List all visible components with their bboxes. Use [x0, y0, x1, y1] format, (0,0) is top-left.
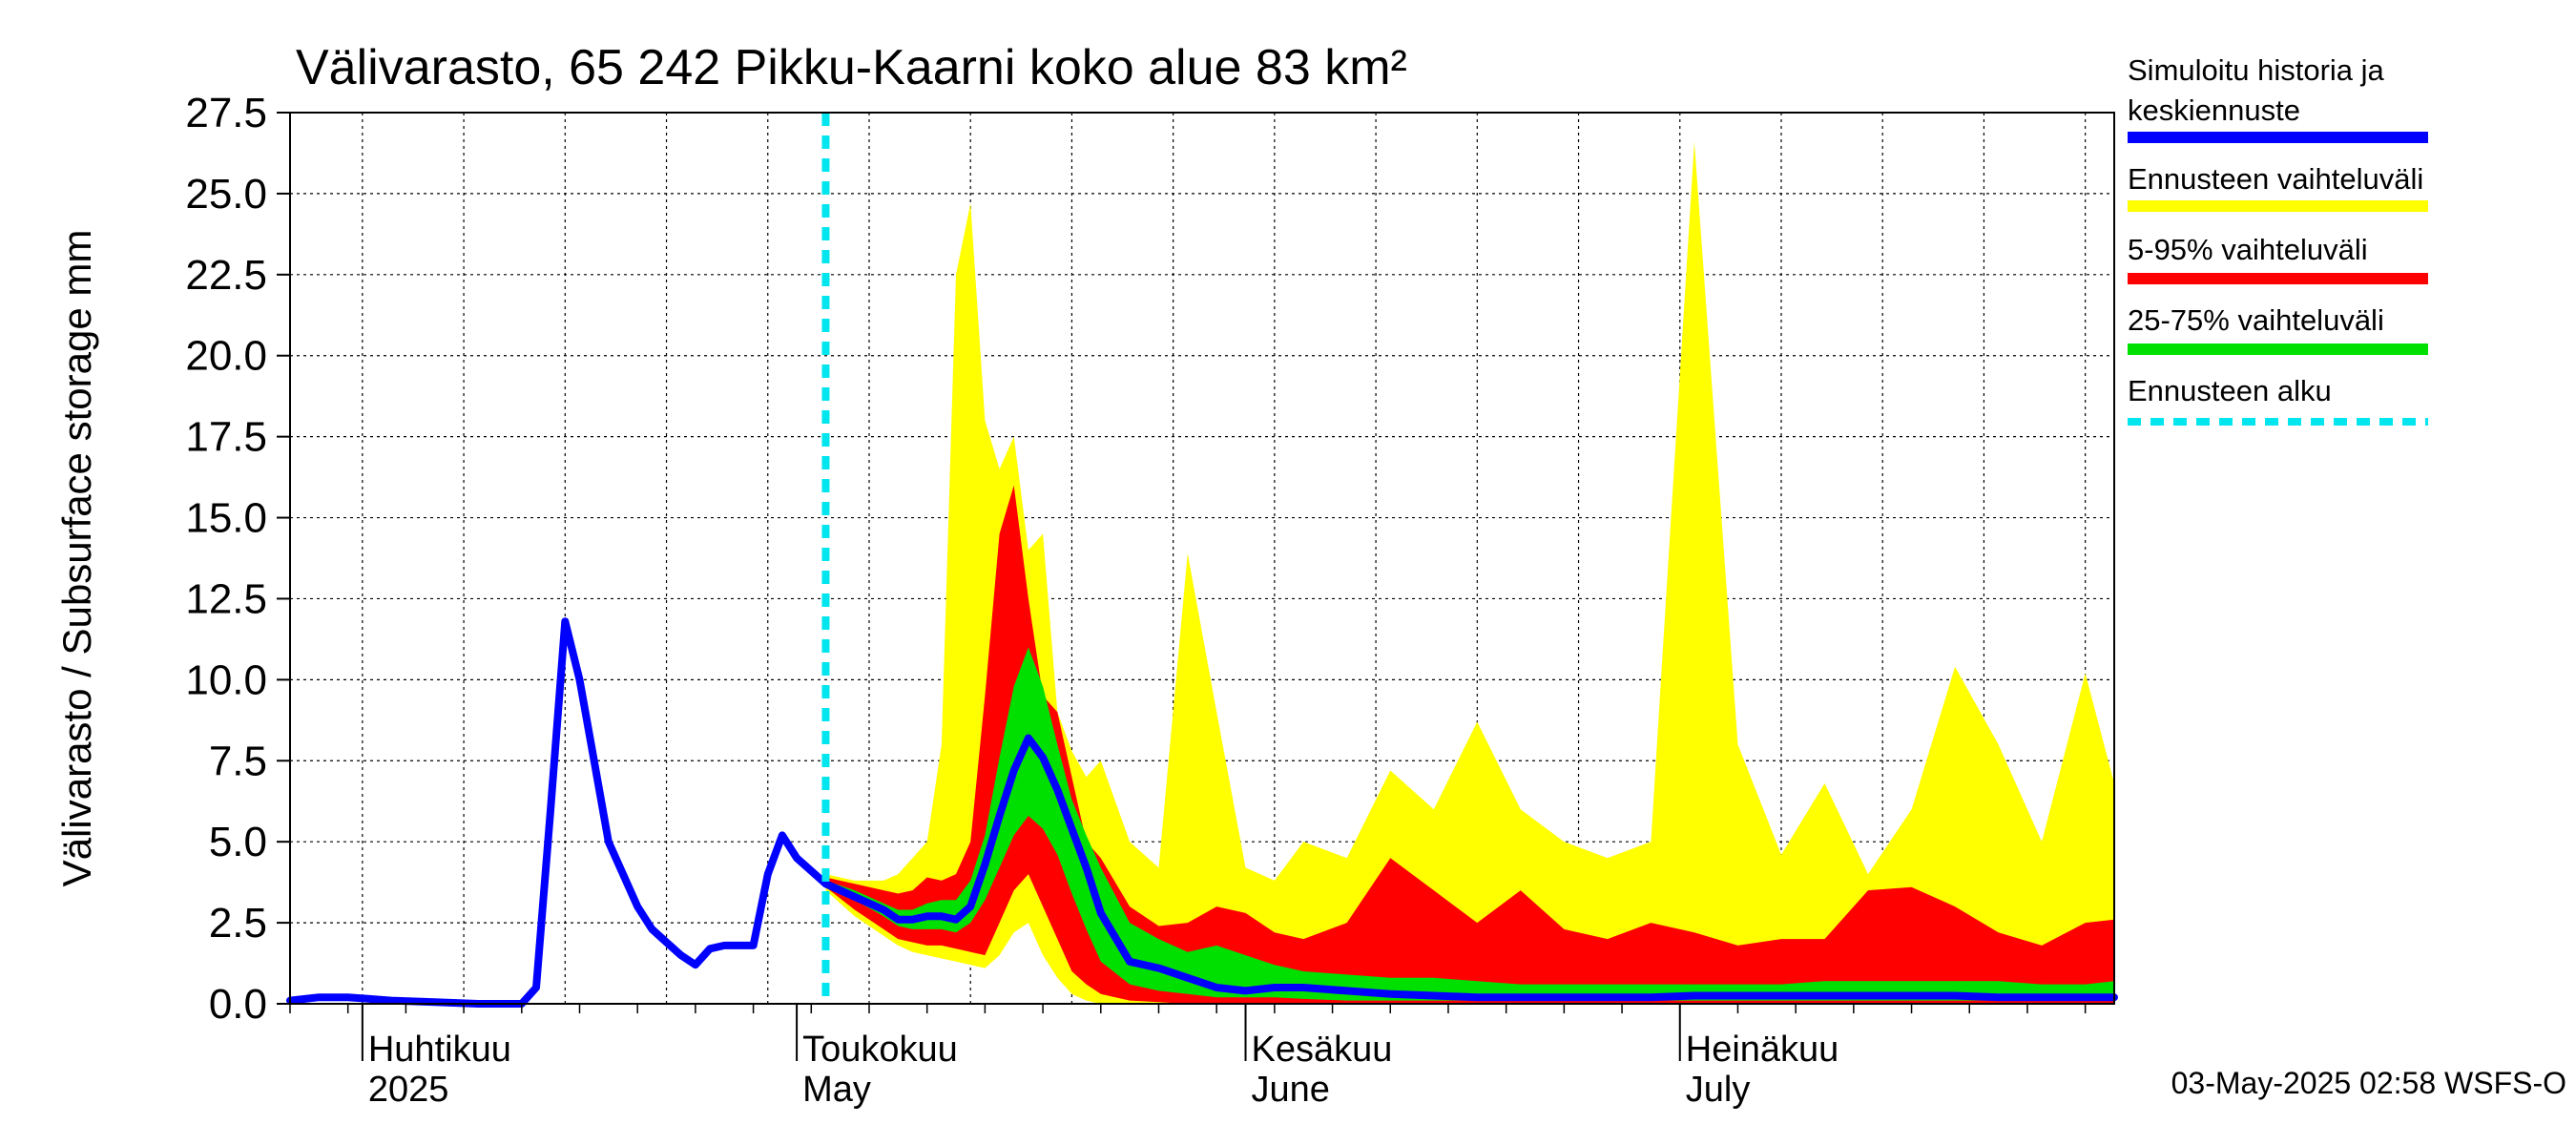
y-tick-label: 10.0	[185, 656, 267, 703]
legend: Simuloitu historia ja keskiennuste Ennuste…	[2128, 53, 2428, 426]
legend-label: Simuloitu historia ja	[2128, 53, 2385, 87]
y-tick-label: 15.0	[185, 495, 267, 542]
plot-frame	[289, 112, 2115, 1005]
month-label: Toukokuu	[802, 1030, 958, 1070]
y-tick-label: 22.5	[185, 252, 267, 299]
chart-title: Välivarasto, 65 242 Pikku-Kaarni koko al…	[296, 40, 1407, 95]
month-sublabel: 2025	[368, 1070, 449, 1110]
y-tick-label: 17.5	[185, 414, 267, 461]
month-label: Heinäkuu	[1686, 1030, 1839, 1070]
month-label: Kesäkuu	[1252, 1030, 1393, 1070]
legend-label: Ennusteen vaihteluväli	[2128, 162, 2423, 196]
month-sublabel: July	[1686, 1070, 1751, 1110]
month-sublabel: May	[802, 1070, 871, 1110]
month-label: Huhtikuu	[368, 1030, 511, 1070]
median-line	[821, 734, 2118, 1002]
month-sublabel: June	[1252, 1070, 1330, 1110]
y-tick-label: 20.0	[185, 333, 267, 380]
p5-p95-band	[825, 485, 2114, 1005]
legend-label: 5-95% vaihteluväli	[2128, 233, 2368, 266]
y-tick-label: 12.5	[185, 575, 267, 622]
timestamp: 03-May-2025 02:58 WSFS-O	[2171, 1066, 2566, 1100]
legend-label: Ennusteen alku	[2128, 374, 2332, 407]
legend-label-2: keskiennuste	[2128, 94, 2300, 127]
y-tick-label: 25.0	[185, 171, 267, 218]
y-axis: 0.0 2.5 5.0 7.5 10.0 12.5 15.0 17.5 20.0 22.5 25.0…	[185, 90, 290, 1028]
legend-label: 25-75% vaihteluväli	[2128, 303, 2384, 337]
y-tick-label: 27.5	[185, 90, 267, 136]
y-tick-label: 0.0	[209, 981, 267, 1028]
y-tick-label: 2.5	[209, 900, 267, 947]
y-tick-label: 7.5	[209, 738, 267, 784]
plot-area	[286, 112, 2118, 1008]
y-tick-label: 5.0	[209, 819, 267, 865]
y-axis-label: Välivarasto / Subsurface storage mm	[54, 230, 99, 887]
